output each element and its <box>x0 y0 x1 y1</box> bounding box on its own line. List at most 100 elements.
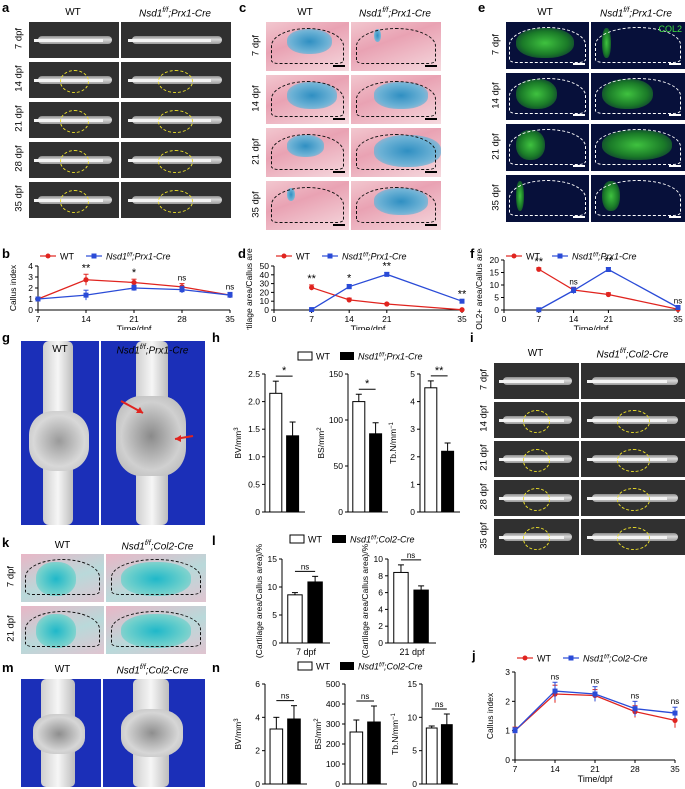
panel-a-header-mutant: Nsd1f/f;Prx1-Cre <box>139 7 211 20</box>
fluorescence-image-e-2-wt <box>505 123 590 172</box>
y-tick-label: 1 <box>410 479 415 489</box>
fluorescence-image-e-3-mutant <box>590 174 685 223</box>
bar-wt <box>269 728 284 785</box>
chart-h-microct-prx1: h WT Nsd1f/f;Prx1-Cre 0 0.5 1.0 1.5 2.0 2.5 BV/mm… <box>212 330 460 517</box>
data-point <box>571 288 577 293</box>
legend-mutant-swatch <box>340 352 354 360</box>
panel-label-a: a <box>2 0 10 15</box>
significance-label: * <box>365 378 370 390</box>
panel-label-k: k <box>2 535 10 550</box>
x-tick-label: 28 <box>630 764 640 774</box>
significance-label: ns <box>361 692 369 701</box>
xray-image-a-4-mutant <box>120 181 232 219</box>
panel-e-header-wt: WT <box>537 7 553 18</box>
chart-legend: WT Nsd1f/f;Col2-Cre <box>297 661 423 672</box>
y-tick-label: 300 <box>326 719 340 729</box>
legend-wt-label: WT <box>60 252 74 262</box>
histology-image-c-3-wt <box>265 180 350 231</box>
y-tick-label: 2 <box>378 621 383 631</box>
significance-label: ns <box>407 551 415 560</box>
row-label-e-2: 21 dpf <box>490 132 502 160</box>
legend-mutant-label: Nsd1f/f;Col2-Cre <box>583 654 648 664</box>
y-tick-label: 5 <box>272 610 277 620</box>
legend-wt-label: WT <box>308 535 322 545</box>
pin-rod <box>587 379 668 383</box>
y-tick-label: 4 <box>378 604 383 614</box>
x-tick-label: 35 <box>457 314 467 324</box>
legend-mutant-marker <box>327 253 333 259</box>
row-label-c-2: 21 dpf <box>250 137 262 165</box>
legend-wt-marker <box>281 253 287 259</box>
callus-boundary <box>270 27 345 65</box>
bar-wt <box>393 571 409 644</box>
callus-outline <box>158 149 194 173</box>
row-label-k-1: 21 dpf <box>5 615 17 642</box>
panel-i-header-mutant: Nsd1f/f;Col2-Cre <box>596 348 669 361</box>
panel-label-e: e <box>478 0 486 15</box>
row-label-c-1: 14 dpf <box>250 84 262 112</box>
callus-boundary <box>270 133 345 171</box>
data-point <box>346 297 352 303</box>
y-tick-label: 10 <box>490 280 500 290</box>
significance-label: ** <box>383 261 392 273</box>
scale-bar <box>425 65 437 67</box>
panel-label-j: j <box>471 650 476 663</box>
callus-outline <box>522 448 551 472</box>
x-tick-label: 7 <box>309 314 314 324</box>
data-point <box>309 307 315 313</box>
panel-m-header-wt: WT <box>54 664 71 675</box>
data-point <box>309 284 315 291</box>
xray-image-a-3-wt <box>28 141 120 179</box>
data-point <box>227 292 233 298</box>
bar-wt <box>349 731 364 785</box>
data-point <box>605 291 611 298</box>
series-line-1 <box>538 268 679 311</box>
chart-l-cartilage-col2: l WT Nsd1f/f;Col2-Cre 0 5 10 15 (Cartilage area… <box>212 533 436 658</box>
panel-label-g: g <box>2 330 10 345</box>
row-label-e-3: 35 dpf <box>490 183 502 211</box>
data-point <box>35 296 41 302</box>
histology-image-c-1-mutant <box>350 74 442 125</box>
x-tick-label: 14 <box>81 314 91 324</box>
data-point <box>536 307 542 313</box>
significance-label: * <box>132 267 137 279</box>
y-axis-title: Tb.N/mm−1 <box>390 712 400 754</box>
xray-image-i-0-wt <box>493 362 580 400</box>
bar-mutant <box>369 433 383 513</box>
scale-bar <box>669 216 681 218</box>
y-tick-label: 0 <box>378 638 383 648</box>
bar-wt <box>424 387 438 513</box>
y-tick-label: 10 <box>408 712 418 722</box>
callus-boundary <box>356 186 436 224</box>
y-axis-title: BV/mm3 <box>233 718 243 750</box>
y-tick-label: 0.5 <box>248 479 260 489</box>
y-tick-label: 30 <box>260 279 270 289</box>
y-tick-label: 5 <box>494 293 499 303</box>
significance-label: ** <box>435 365 444 377</box>
significance-label: ns <box>631 691 639 700</box>
legend-wt-swatch <box>297 661 313 671</box>
scale-bar <box>573 63 585 65</box>
fluorescence-image-e-0-mutant: COL2 <box>590 21 685 70</box>
callus-boundary <box>111 610 201 648</box>
data-point <box>459 307 465 313</box>
y-axis-title: (Cartilage area/Callus area)/% <box>244 248 254 330</box>
legend-wt-swatch <box>289 534 305 544</box>
legend-wt-marker <box>522 655 528 661</box>
legend-wt-label: WT <box>296 252 310 262</box>
significance-label: ns <box>435 700 443 709</box>
y-tick-label: 5 <box>410 369 415 379</box>
callus-boundary <box>509 26 586 63</box>
y-tick-label: 15 <box>408 679 418 689</box>
legend-wt-marker <box>45 253 51 259</box>
y-tick-label: 2.0 <box>248 397 260 407</box>
pin-rod <box>499 379 564 383</box>
pin-rod <box>127 38 212 42</box>
xray-image-i-4-wt <box>493 518 580 556</box>
callus-outline <box>616 526 651 550</box>
chart-legend: WT Nsd1f/f;Prx1-Cre <box>297 351 423 362</box>
y-tick-label: 20 <box>260 287 270 297</box>
callus-boundary <box>594 77 682 114</box>
significance-label: ns <box>226 282 234 291</box>
